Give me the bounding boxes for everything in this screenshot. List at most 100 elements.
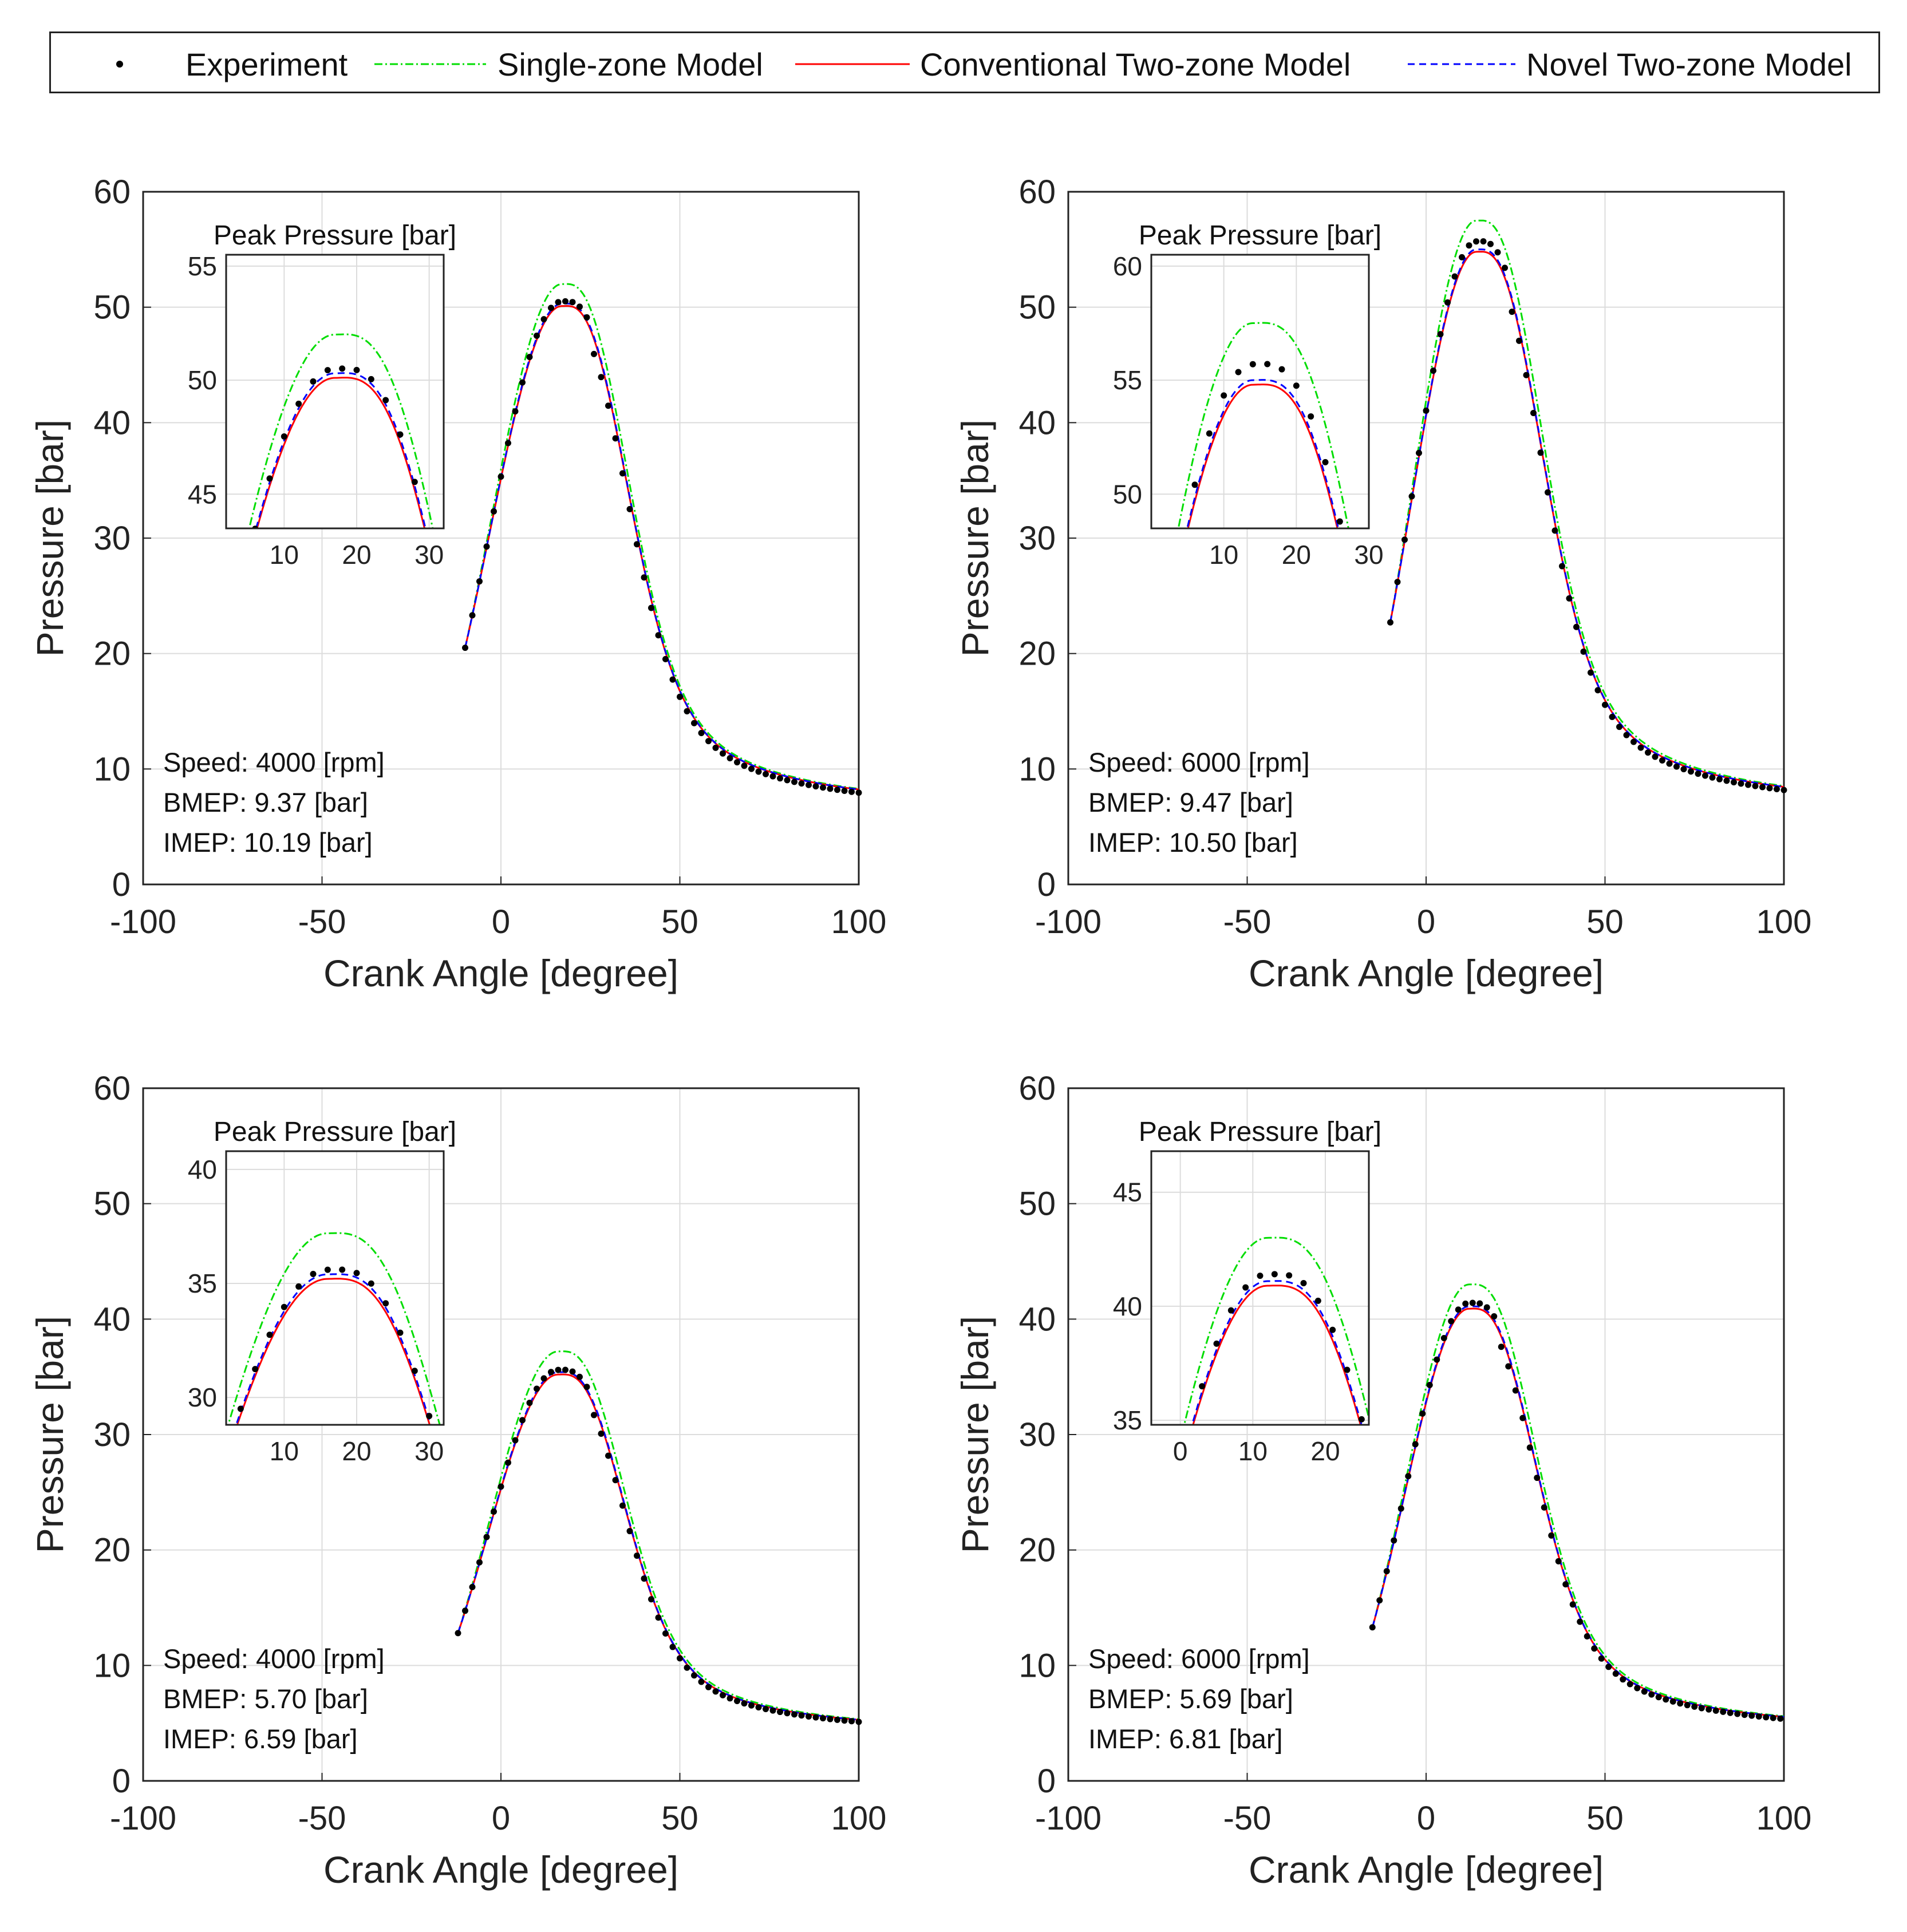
inset-experiment-point (324, 1266, 331, 1273)
operating-condition-text: BMEP: 5.70 [bar] (163, 1684, 368, 1714)
experiment-point (1577, 1618, 1584, 1625)
experiment-point (1702, 772, 1708, 779)
inset-x-tick-label: 10 (1209, 540, 1238, 570)
y-tick-label: 20 (93, 1532, 131, 1569)
inset-x-tick-label: 10 (1238, 1436, 1268, 1466)
inset-conventional-two-zone-line (236, 1278, 431, 1425)
inset-experiment-point (1242, 1284, 1249, 1291)
experiment-point (855, 789, 862, 796)
experiment-point (806, 781, 812, 788)
experiment-point (1605, 1664, 1612, 1670)
x-tick-label: 0 (1417, 1800, 1435, 1837)
experiment-point (1745, 781, 1751, 788)
experiment-point (1594, 687, 1601, 694)
novel-two-zone-line (1389, 248, 1784, 788)
experiment-point (720, 750, 726, 757)
inset-y-tick-label: 40 (1113, 1291, 1142, 1321)
experiment-point (577, 303, 583, 310)
experiment-point (1695, 771, 1701, 777)
experiment-point (1766, 785, 1773, 792)
experiment-point (1738, 780, 1744, 787)
inset-single-zone-model-line (248, 333, 434, 528)
x-tick-label: 100 (1756, 1800, 1812, 1837)
experiment-point (1637, 744, 1644, 751)
experiment-point (569, 299, 576, 306)
x-tick-label: -50 (1223, 903, 1272, 941)
experiment-point (526, 1400, 533, 1406)
experiment-point (1397, 1505, 1404, 1512)
inset-y-tick-label: 55 (1113, 365, 1142, 395)
legend-label: Single-zone Model (498, 46, 763, 82)
inset-experiment-point (1227, 1307, 1234, 1314)
experiment-point (798, 1712, 805, 1719)
experiment-point (462, 645, 468, 651)
x-tick-label: 0 (492, 1800, 510, 1837)
experiment-point (612, 1477, 619, 1484)
experiment-point (720, 1692, 726, 1698)
peak-pressure-inset: 0 10 20 35 40 45 Peak Pressure [bar] (1113, 1117, 1381, 1466)
inset-x-tick-label: 20 (1282, 540, 1311, 570)
experiment-point (1562, 1581, 1569, 1588)
y-tick-label: 0 (1037, 866, 1056, 903)
operating-condition-text: IMEP: 10.50 [bar] (1088, 827, 1298, 858)
inset-experiment-point (353, 366, 360, 373)
experiment-point (534, 332, 540, 339)
inset-y-tick-label: 55 (188, 251, 217, 281)
experiment-point (1645, 749, 1651, 756)
experiment-point (1630, 738, 1637, 745)
experiment-point (1698, 1705, 1705, 1712)
experiment-point (1416, 449, 1422, 456)
inset-conventional-two-zone-line (256, 377, 426, 528)
experiment-point (455, 1630, 461, 1637)
experiment-point (1530, 410, 1537, 417)
experiment-point (1423, 407, 1430, 414)
experiment-point (684, 1664, 690, 1671)
experiment-point (798, 780, 805, 787)
y-tick-label: 30 (93, 1416, 131, 1453)
experiment-point (1663, 1696, 1669, 1703)
experiment-point (1720, 1708, 1727, 1715)
x-tick-label: 100 (831, 903, 887, 941)
experiment-point (605, 402, 611, 409)
y-tick-label: 30 (1018, 520, 1056, 557)
experiment-point (1541, 1504, 1547, 1511)
inset-experiment-point (1329, 1326, 1336, 1333)
legend-label: Experiment (185, 46, 348, 82)
inset-experiment-point (382, 1300, 389, 1307)
experiment-point (1731, 779, 1737, 785)
experiment-point (519, 1417, 526, 1424)
inset-y-tick-label: 45 (1113, 1178, 1142, 1207)
experiment-point (469, 1583, 476, 1590)
operating-condition-text: Speed: 6000 [rpm] (1088, 1643, 1310, 1674)
y-tick-label: 60 (1018, 173, 1056, 211)
inset-x-tick-label: 30 (414, 1436, 444, 1466)
inset-novel-two-zone-line (255, 372, 427, 528)
experiment-point (769, 773, 776, 780)
y-tick-label: 10 (1018, 1647, 1056, 1684)
experiment-point (748, 1702, 755, 1709)
experiment-point (1705, 1706, 1712, 1713)
x-tick-label: 50 (1586, 1800, 1624, 1837)
y-tick-label: 20 (1018, 635, 1056, 673)
inset-y-tick-label: 50 (1113, 479, 1142, 509)
y-tick-label: 60 (93, 1070, 131, 1107)
experiment-point (1555, 1558, 1562, 1564)
inset-y-tick-label: 35 (1113, 1405, 1142, 1435)
operating-condition-text: Speed: 6000 [rpm] (1088, 747, 1310, 777)
experiment-point (498, 473, 504, 480)
experiment-point (498, 1483, 504, 1490)
inset-title: Peak Pressure [bar] (214, 1117, 456, 1147)
plot-border (1067, 1087, 1785, 1782)
experiment-point (1516, 337, 1522, 344)
experiment-point (1559, 563, 1565, 570)
y-axis-label: Pressure [bar] (29, 1316, 71, 1554)
chart-legend: Experiment Single-zone Model Conventional … (49, 31, 1880, 93)
peak-pressure-inset: 10 20 30 30 35 40 Peak Pressure [bar] (188, 1117, 456, 1466)
experiment-point (591, 1412, 597, 1419)
experiment-point (677, 693, 683, 700)
operating-condition-text: Speed: 4000 [rpm] (163, 1643, 385, 1674)
experiment-point (583, 314, 590, 321)
inset-novel-two-zone-line (235, 1273, 432, 1425)
experiment-point (641, 574, 647, 581)
experiment-point (812, 1714, 819, 1721)
